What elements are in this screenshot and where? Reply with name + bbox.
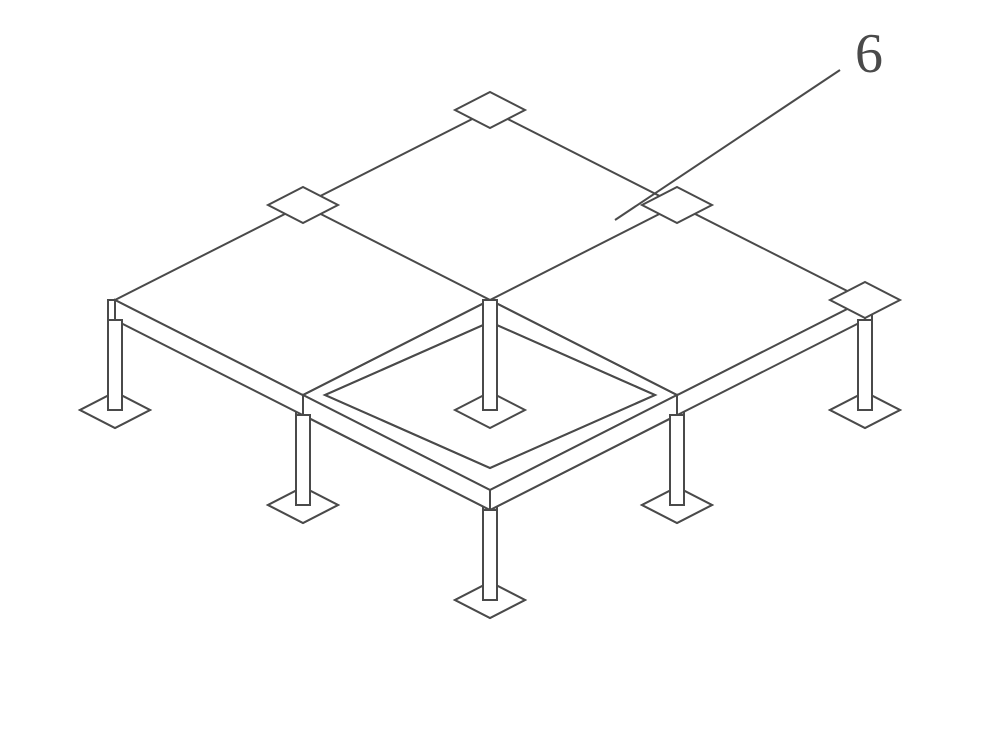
pedestal-leg [296,415,310,505]
pedestal-leg [483,510,497,600]
pedestal-leg [108,320,122,410]
leader-line [615,70,840,220]
callout-label: 6 [855,23,883,85]
pedestal-leg [858,320,872,410]
pedestal-leg [670,415,684,505]
diagram-canvas: 6 [0,0,1000,742]
pedestal-leg [483,300,497,410]
